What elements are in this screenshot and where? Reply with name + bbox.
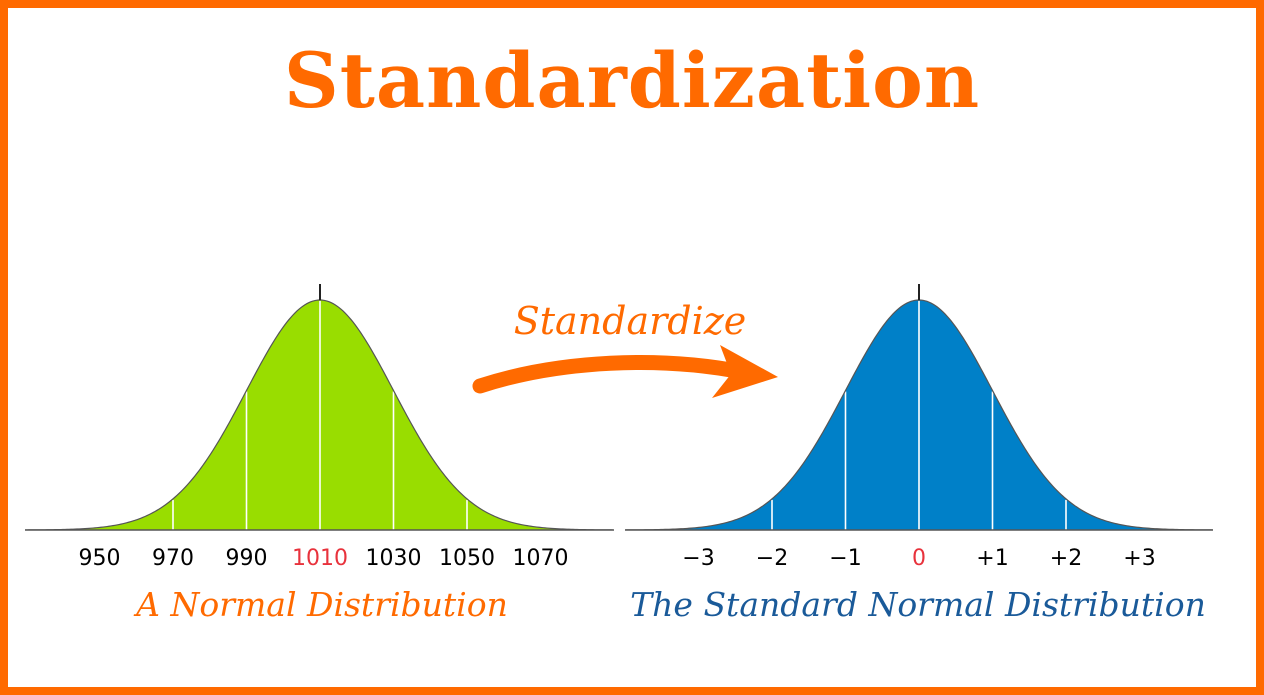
arrow-head-icon <box>712 345 778 398</box>
left-tick-label: 990 <box>226 546 268 571</box>
standardize-arrow: Standardize <box>472 299 778 398</box>
arrow-label: Standardize <box>514 299 747 343</box>
left-tick-labels: 950 970 990 1010 1030 1050 1070 <box>79 546 569 571</box>
left-sd-lines <box>172 301 468 530</box>
right-distribution: −3 −2 −1 0 +1 +2 +3 The Standard Normal Distri… <box>624 284 1214 624</box>
right-tick-label: 0 <box>912 546 926 571</box>
right-tick-label: +1 <box>976 546 1008 571</box>
right-tick-labels: −3 −2 −1 0 +1 +2 +3 <box>682 546 1155 571</box>
left-tick-label: 950 <box>79 546 121 571</box>
left-tick-label: 1050 <box>439 546 495 571</box>
right-tick-label: −1 <box>829 546 861 571</box>
right-caption: The Standard Normal Distribution <box>630 585 1206 624</box>
right-tick-label: −2 <box>756 546 788 571</box>
page-title: Standardization <box>283 36 981 125</box>
left-distribution: 950 970 990 1010 1030 1050 1070 A Normal Distr… <box>24 284 614 624</box>
arrow-shaft <box>472 355 750 394</box>
right-tick-label: +2 <box>1050 546 1082 571</box>
left-curve-outline <box>24 299 614 531</box>
left-caption: A Normal Distribution <box>133 585 508 624</box>
left-tick-label: 970 <box>152 546 194 571</box>
right-tick-label: −3 <box>682 546 714 571</box>
left-tick-label: 1070 <box>513 546 569 571</box>
right-sd-lines <box>771 301 1067 530</box>
right-tick-label: +3 <box>1123 546 1155 571</box>
left-tick-label: 1030 <box>366 546 422 571</box>
left-tick-label: 1010 <box>292 546 348 571</box>
